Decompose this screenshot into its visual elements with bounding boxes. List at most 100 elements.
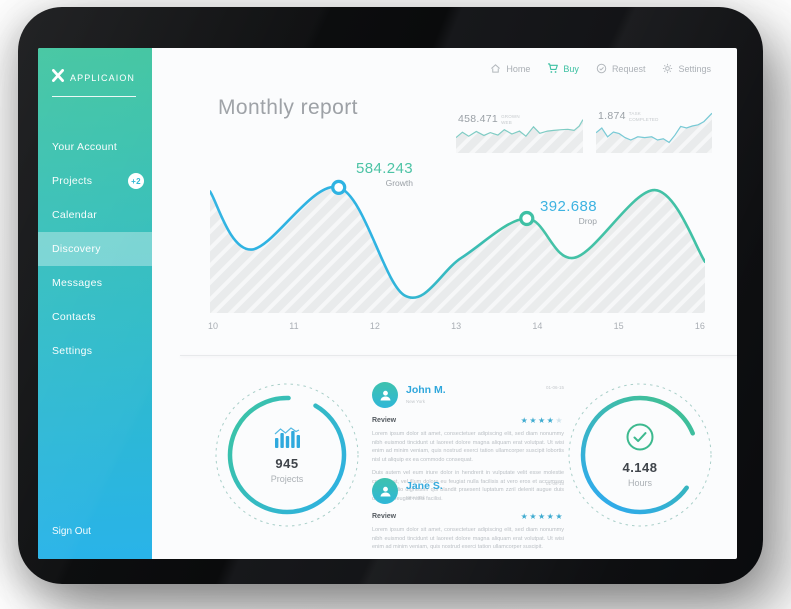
star-rating: ★★★★★ [521, 512, 564, 521]
gear-icon [662, 63, 674, 74]
mini-chart-card: 1.874 TASK COMPLETED [596, 110, 712, 153]
star-icon: ★ [529, 512, 538, 521]
sidebar-item-label: Calendar [52, 209, 98, 221]
review-date: 01-06-15 [545, 385, 564, 390]
nav-item-label: Buy [563, 63, 579, 74]
sidebar-item-label: Contacts [52, 311, 96, 323]
star-icon: ★ [546, 512, 556, 521]
reviewer-name: Jane S. [406, 480, 443, 492]
mini-chart-sublabel: WEB [501, 119, 512, 125]
x-tick-label: 14 [532, 321, 543, 331]
reviewer-name: John M. [406, 384, 446, 396]
reviewer-location: New York [406, 495, 426, 500]
growth-label: Growth [385, 178, 413, 188]
review-section-label: Review [372, 417, 397, 424]
sidebar-item-label: Settings [52, 345, 93, 357]
star-icon: ★ [546, 416, 556, 425]
sidebar-item-messages[interactable]: Messages [38, 266, 152, 300]
star-icon: ★ [520, 512, 530, 521]
dashed-circle [215, 383, 359, 527]
progress-arc [580, 395, 700, 515]
nav-item-settings[interactable]: Settings [662, 63, 711, 74]
star-icon: ★ [520, 416, 530, 425]
top-nav: Home Buy Request Settings [490, 63, 711, 74]
avatar [372, 382, 398, 408]
mini-chart-sublabel: GROWN [501, 114, 520, 119]
star-icon: ★ [537, 512, 547, 521]
projects-count-badge: +2 [128, 173, 144, 189]
home-icon [490, 63, 502, 74]
check-circle-icon [625, 422, 655, 457]
chart-line [208, 185, 707, 299]
x-axis: 10 11 12 13 14 15 16 [208, 321, 705, 331]
hours-label: Hours [627, 478, 652, 488]
x-tick-label: 15 [613, 321, 624, 331]
sidebar-item-calendar[interactable]: Calendar [38, 198, 152, 232]
review-paragraph: Lorem ipsum dolor sit amet, consectetuer… [372, 527, 564, 551]
sidebar-menu: Your Account Projects +2 Calendar Discovery M… [38, 130, 152, 368]
x-tick-label: 16 [694, 321, 705, 331]
progress-arc [227, 395, 347, 515]
sidebar-item-projects[interactable]: Projects +2 [38, 164, 152, 198]
brand-name: APPLICAION [70, 73, 136, 83]
projects-count: 945 [275, 456, 299, 471]
review-date: 01-06-15 [545, 481, 564, 486]
hours-count: 4.148 [622, 460, 658, 475]
mini-chart-value: 1.874 [598, 110, 626, 122]
page-title: Monthly report [218, 96, 358, 119]
main-content: Home Buy Request Settings Monthly report 45… [152, 48, 737, 559]
star-icon: ★ [555, 512, 564, 521]
chart-marker [331, 179, 347, 195]
nav-item-label: Settings [678, 63, 711, 74]
projects-label: Projects [270, 474, 304, 484]
mini-chart-value: 458.471 [458, 113, 499, 125]
review-card: Jane S. New York 01-06-15 Review ★★★★★ L… [372, 478, 564, 557]
cart-icon [547, 63, 559, 74]
mini-charts: 458.471 GROWN WEB 1.874 TASK [456, 110, 712, 153]
hours-ring: 4.148 Hours [565, 380, 715, 530]
section-divider [180, 355, 737, 356]
nav-item-home[interactable]: Home [490, 63, 530, 74]
growth-annotation: 584.243 Growth [349, 160, 413, 188]
growth-value: 584.243 [355, 160, 413, 177]
drop-label: Drop [578, 216, 597, 226]
sparkline-chart [456, 119, 583, 153]
review-body: Lorem ipsum dolor sit amet, consectetuer… [372, 526, 564, 552]
star-rating: ★★★★★ [521, 416, 564, 425]
projects-ring: 945 Projects [212, 380, 362, 530]
sidebar-item-your-account[interactable]: Your Account [38, 130, 152, 164]
sparkline-chart [596, 112, 712, 153]
nav-item-label: Home [506, 63, 531, 74]
review-paragraph: Duis autem vel eum iriure dolor in hendr… [372, 470, 564, 502]
sidebar-item-label: Messages [52, 277, 103, 289]
sidebar-item-label: Your Account [52, 141, 118, 153]
sidebar-item-discovery[interactable]: Discovery [38, 232, 152, 266]
sidebar: APPLICAION Your Account Projects +2 Calenda… [38, 48, 152, 559]
x-tick-label: 11 [289, 321, 299, 331]
star-icon: ★ [555, 416, 564, 425]
nav-item-buy[interactable]: Buy [547, 63, 579, 74]
star-icon: ★ [537, 416, 547, 425]
mini-chart-card: 458.471 GROWN WEB [456, 113, 583, 153]
review-section-label: Review [372, 513, 397, 520]
sign-out-button[interactable]: Sign Out [52, 526, 91, 537]
review-paragraph: Lorem ipsum dolor sit amet, consectetuer… [372, 431, 564, 463]
x-tick-label: 12 [369, 321, 380, 331]
sidebar-item-contacts[interactable]: Contacts [38, 300, 152, 334]
drop-value: 392.688 [539, 198, 597, 215]
sidebar-item-label: Discovery [52, 243, 101, 255]
drop-annotation: 392.688 Drop [533, 198, 597, 226]
star-icon: ★ [529, 416, 538, 425]
monthly-trend-chart [208, 178, 707, 313]
chart-marker [519, 210, 535, 227]
mini-chart-sublabel: TASK [628, 111, 642, 116]
nav-item-request[interactable]: Request [596, 63, 645, 74]
brand-logo-icon [52, 69, 64, 87]
tablet-frame: APPLICAION Your Account Projects +2 Calenda… [18, 7, 763, 584]
x-tick-label: 13 [451, 321, 462, 331]
review-card: John M. New York 01-06-15 Review ★★★★★ L… [372, 382, 564, 508]
dashed-circle [568, 383, 712, 527]
request-icon [596, 63, 608, 74]
sidebar-item-settings[interactable]: Settings [38, 334, 152, 368]
